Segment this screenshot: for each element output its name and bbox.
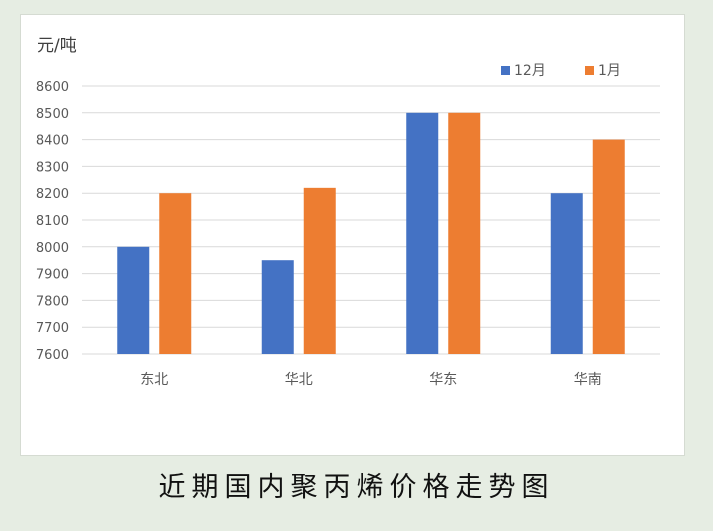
y-axis-unit-label: 元/吨: [37, 36, 77, 56]
x-category-label: 华东: [429, 372, 457, 388]
y-tick-label: 8600: [36, 80, 69, 95]
x-category-label: 东北: [140, 372, 168, 388]
y-tick-label: 8300: [36, 160, 69, 175]
y-tick-label: 8100: [36, 214, 69, 229]
figure-caption: 近期国内聚丙烯价格走势图: [158, 472, 555, 503]
bar-jan-0: [159, 193, 192, 354]
legend-label-0: 12月: [514, 63, 546, 79]
y-tick-label: 8200: [36, 187, 69, 202]
x-category-label: 华南: [574, 372, 602, 388]
y-tick-label: 7700: [36, 321, 69, 336]
bar-dec-2: [406, 112, 439, 354]
bar-chart: 元/吨 7600 7700 7800 7900 8000 8100 8200 8300 8400 8…: [36, 36, 660, 388]
bar-jan-3: [592, 139, 625, 354]
bar-dec-1: [261, 260, 294, 354]
x-category-label: 华北: [285, 372, 313, 388]
legend-swatch-1: [585, 66, 594, 75]
y-tick-label: 7900: [36, 268, 69, 283]
y-tick-label: 8500: [36, 107, 69, 122]
bar-jan-2: [448, 112, 481, 354]
y-tick-label: 8000: [36, 241, 69, 256]
y-tick-label: 7600: [36, 348, 69, 363]
y-tick-label: 7800: [36, 294, 69, 309]
legend-label-1: 1月: [598, 63, 621, 79]
chart-panel: 元/吨 7600 7700 7800 7900 8000 8100 8200 8300 8400 8…: [20, 14, 685, 456]
legend-swatch-0: [501, 66, 510, 75]
bar-dec-3: [550, 193, 583, 354]
bar-dec-0: [117, 246, 150, 354]
bar-jan-1: [303, 187, 336, 354]
y-tick-label: 8400: [36, 134, 69, 149]
